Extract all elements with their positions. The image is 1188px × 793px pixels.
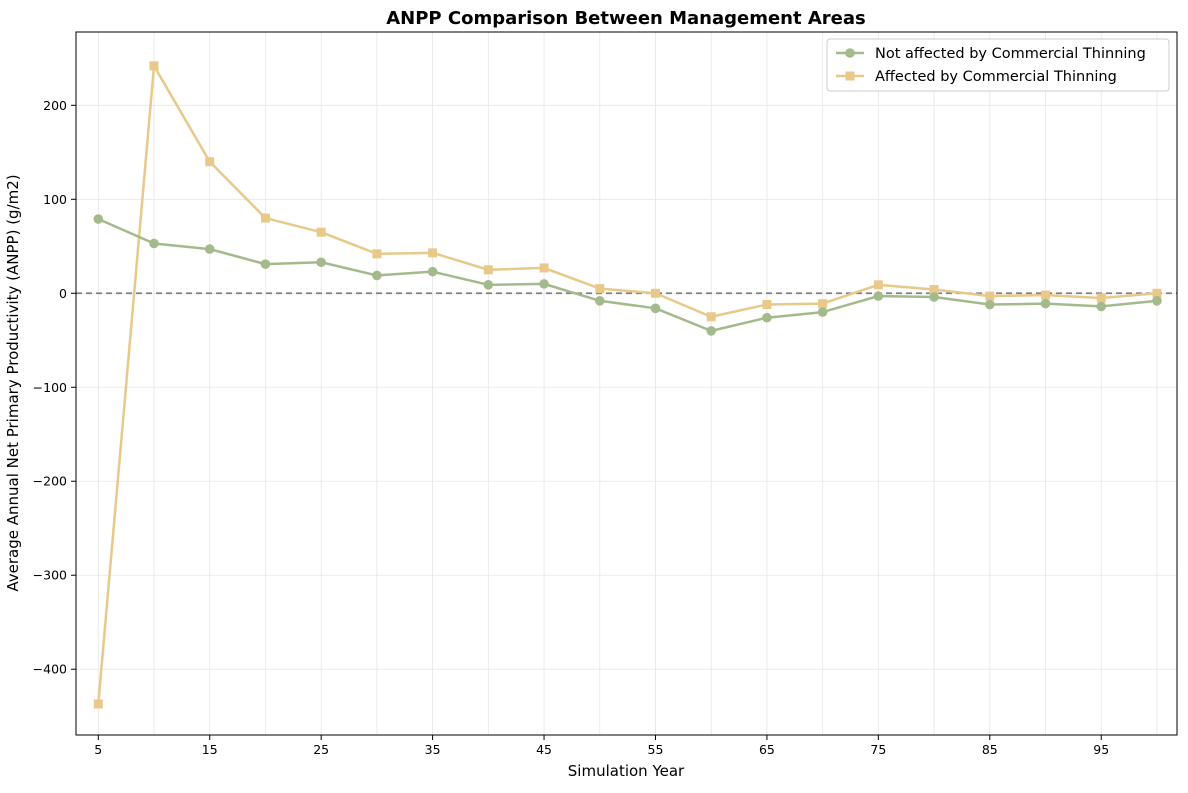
data-point [427,266,438,277]
data-point [817,307,828,317]
data-point [818,299,828,309]
legend-item: Affected by Commercial Thinning [836,69,1117,85]
data-point [873,291,884,301]
x-tick-label: 55 [648,742,664,757]
x-tick-label: 35 [425,742,441,757]
y-tick-label: 100 [43,192,67,207]
x-tick-label: 15 [202,742,218,757]
y-tick-label: 0 [59,286,67,301]
y-tick-label: 200 [43,98,67,113]
data-point [539,279,549,289]
legend-marker [845,71,855,81]
data-point [149,238,159,249]
x-axis-label: Simulation Year [568,762,685,780]
x-tick-label: 85 [982,742,998,757]
legend-marker [845,48,855,58]
data-point [483,280,494,290]
data-point [205,157,215,167]
legend-item: Not affected by Commercial Thinning [836,46,1146,62]
data-point [762,312,772,323]
data-point [1096,293,1106,303]
data-point [873,280,883,290]
plot-frame [75,31,1178,736]
legend-box [826,38,1170,92]
y-axis-ticks: −400 −300 −200 −100 0 100 200 [33,98,76,677]
data-point [706,326,716,336]
data-point [372,270,382,281]
data-point [93,214,104,224]
data-point [1040,298,1051,309]
data-point [1041,290,1051,300]
data-point [650,303,661,314]
data-point [316,227,326,237]
series-1 [93,61,1162,709]
y-axis-label: Average Annual Net Primary Productivity … [4,174,22,591]
data-point [260,213,270,223]
data-point [372,249,382,259]
data-point [706,312,716,322]
data-point [929,292,939,302]
data-point [762,300,772,310]
data-point [650,288,660,298]
data-point [985,291,995,301]
x-tick-label: 45 [536,742,552,757]
data-point [204,244,215,254]
data-point [428,248,438,258]
data-point [539,263,549,273]
data-point [594,295,605,306]
legend: Not affected by Commercial Thinning Affec… [826,38,1170,92]
data-point [316,257,326,268]
series-0 [93,214,1162,336]
series-line-1 [97,64,1158,705]
data-point [984,299,995,310]
x-tick-label: 95 [1093,742,1109,757]
data-point [929,285,939,295]
legend-label: Affected by Commercial Thinning [875,69,1117,85]
series-line-0 [97,217,1158,333]
y-tick-label: −100 [33,380,67,395]
data-series [93,61,1162,709]
x-tick-label: 25 [313,742,329,757]
data-point [595,284,605,294]
y-tick-label: −300 [33,568,67,583]
x-tick-label: 5 [94,742,102,757]
data-point [1152,288,1162,298]
chart-title: ANPP Comparison Between Management Areas [386,8,866,29]
data-point [1152,295,1162,306]
grid-lines [76,32,1177,735]
y-tick-label: −400 [33,662,67,677]
x-tick-label: 65 [759,742,775,757]
x-axis-ticks: 5 15 25 35 45 55 65 75 85 95 [94,735,1109,757]
data-point [149,61,159,71]
data-point [483,265,493,275]
x-tick-label: 75 [870,742,886,757]
y-tick-label: −200 [33,474,67,489]
data-point [260,259,271,269]
data-point [1096,301,1107,312]
legend-label: Not affected by Commercial Thinning [875,46,1146,62]
data-point [93,699,103,709]
